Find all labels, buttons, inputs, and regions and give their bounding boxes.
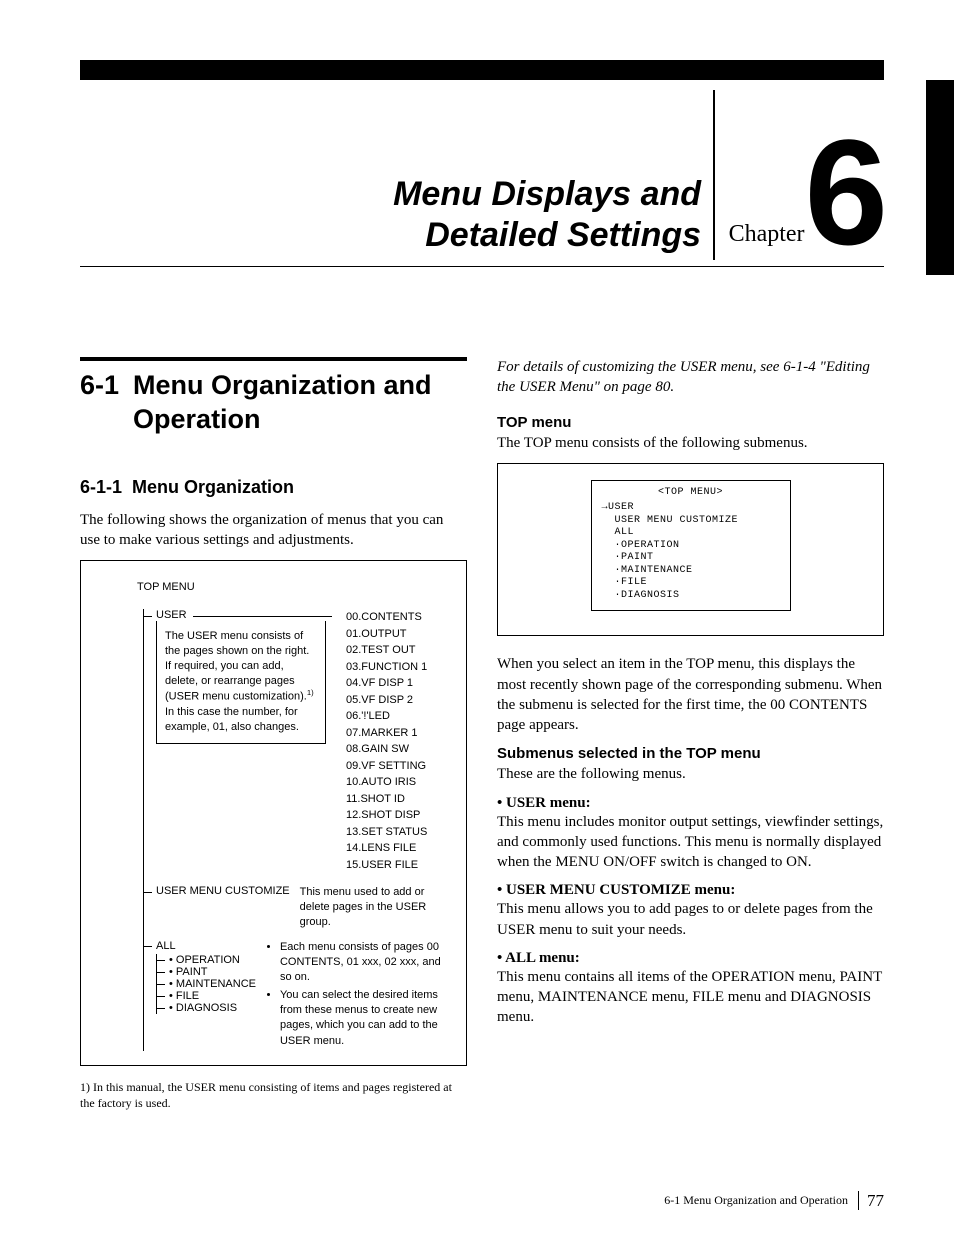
submenu-text: These are the following menus. [497, 764, 884, 784]
after-screenshot: When you select an item in the TOP menu,… [497, 654, 884, 735]
tree-customize: USER MENU CUSTOMIZE This menu used to ad… [144, 885, 452, 930]
right-column: For details of customizing the USER menu… [497, 357, 884, 1111]
section-heading: 6-1 Menu Organization and Operation [80, 369, 467, 437]
menu-diagram: TOP MENU USER The USER menu consis [80, 560, 467, 1066]
submenu-head: Submenus selected in the TOP menu [497, 745, 884, 762]
user-label: USER [156, 609, 193, 621]
chapter-label: Chapter [725, 221, 805, 256]
customize-label: USER MENU CUSTOMIZE [156, 885, 290, 897]
user-menu-head: • USER menu: [497, 795, 884, 812]
customize-menu-text: This menu allows you to add pages to or … [497, 899, 884, 940]
subsection-heading: 6-1-1 Menu Organization [80, 477, 467, 498]
page: Menu Displays and Detailed Settings Chap… [0, 0, 954, 1244]
chapter-divider [713, 90, 715, 260]
footnote: 1) In this manual, the USER menu consist… [80, 1080, 467, 1111]
chapter-title: Menu Displays and Detailed Settings [393, 174, 701, 260]
top-menu-text: The TOP menu consists of the following s… [497, 433, 884, 453]
tree-all: ALL • OPERATION • PAINT • MAINTENANCE • … [144, 940, 452, 1052]
left-column: 6-1 Menu Organization and Operation 6-1-… [80, 357, 467, 1111]
user-desc: The USER menu consists of the pages show… [156, 621, 326, 744]
top-menu-head: TOP menu [497, 414, 884, 431]
subsection-title: Menu Organization [132, 477, 294, 497]
intro-text: The following shows the organization of … [80, 510, 467, 551]
all-menu-text: This menu contains all items of the OPER… [497, 967, 884, 1028]
chapter-title-2: Detailed Settings [425, 216, 701, 254]
page-list: 00.CONTENTS 01.OUTPUT 02.TEST OUT 03.FUN… [346, 609, 427, 873]
chapter-title-1: Menu Displays and [393, 175, 701, 213]
menu-inner: <TOP MENU> →USER USER MENU CUSTOMIZE ALL… [591, 480, 791, 612]
tree-user: USER The USER menu consists of the pages… [144, 609, 452, 873]
all-menu-head: • ALL menu: [497, 950, 884, 967]
top-bar [80, 60, 884, 80]
cross-ref: For details of customizing the USER menu… [497, 357, 884, 398]
customize-desc: This menu used to add or delete pages in… [300, 885, 452, 930]
section-title: Menu Organization and Operation [133, 369, 467, 437]
footer: 6-1 Menu Organization and Operation 77 [664, 1191, 884, 1210]
footer-text: 6-1 Menu Organization and Operation [664, 1193, 848, 1208]
all-label: ALL [156, 940, 256, 952]
menu-screenshot: <TOP MENU> →USER USER MENU CUSTOMIZE ALL… [497, 463, 884, 637]
user-menu-text: This menu includes monitor output settin… [497, 812, 884, 873]
section-rule [80, 357, 467, 361]
subsection-num: 6-1-1 [80, 477, 122, 497]
diagram-top-label: TOP MENU [137, 581, 452, 593]
menu-title: <TOP MENU> [602, 487, 780, 500]
all-bullets: Each menu consists of pages 00 CONTENTS,… [266, 940, 452, 1052]
chapter-header: Menu Displays and Detailed Settings Chap… [80, 100, 884, 267]
chapter-number: 6 [805, 129, 884, 257]
chapter-right: Chapter 6 [725, 129, 884, 261]
page-number: 77 [858, 1191, 884, 1210]
section-num: 6-1 [80, 369, 119, 437]
customize-menu-head: • USER MENU CUSTOMIZE menu: [497, 882, 884, 899]
columns: 6-1 Menu Organization and Operation 6-1-… [80, 357, 884, 1111]
